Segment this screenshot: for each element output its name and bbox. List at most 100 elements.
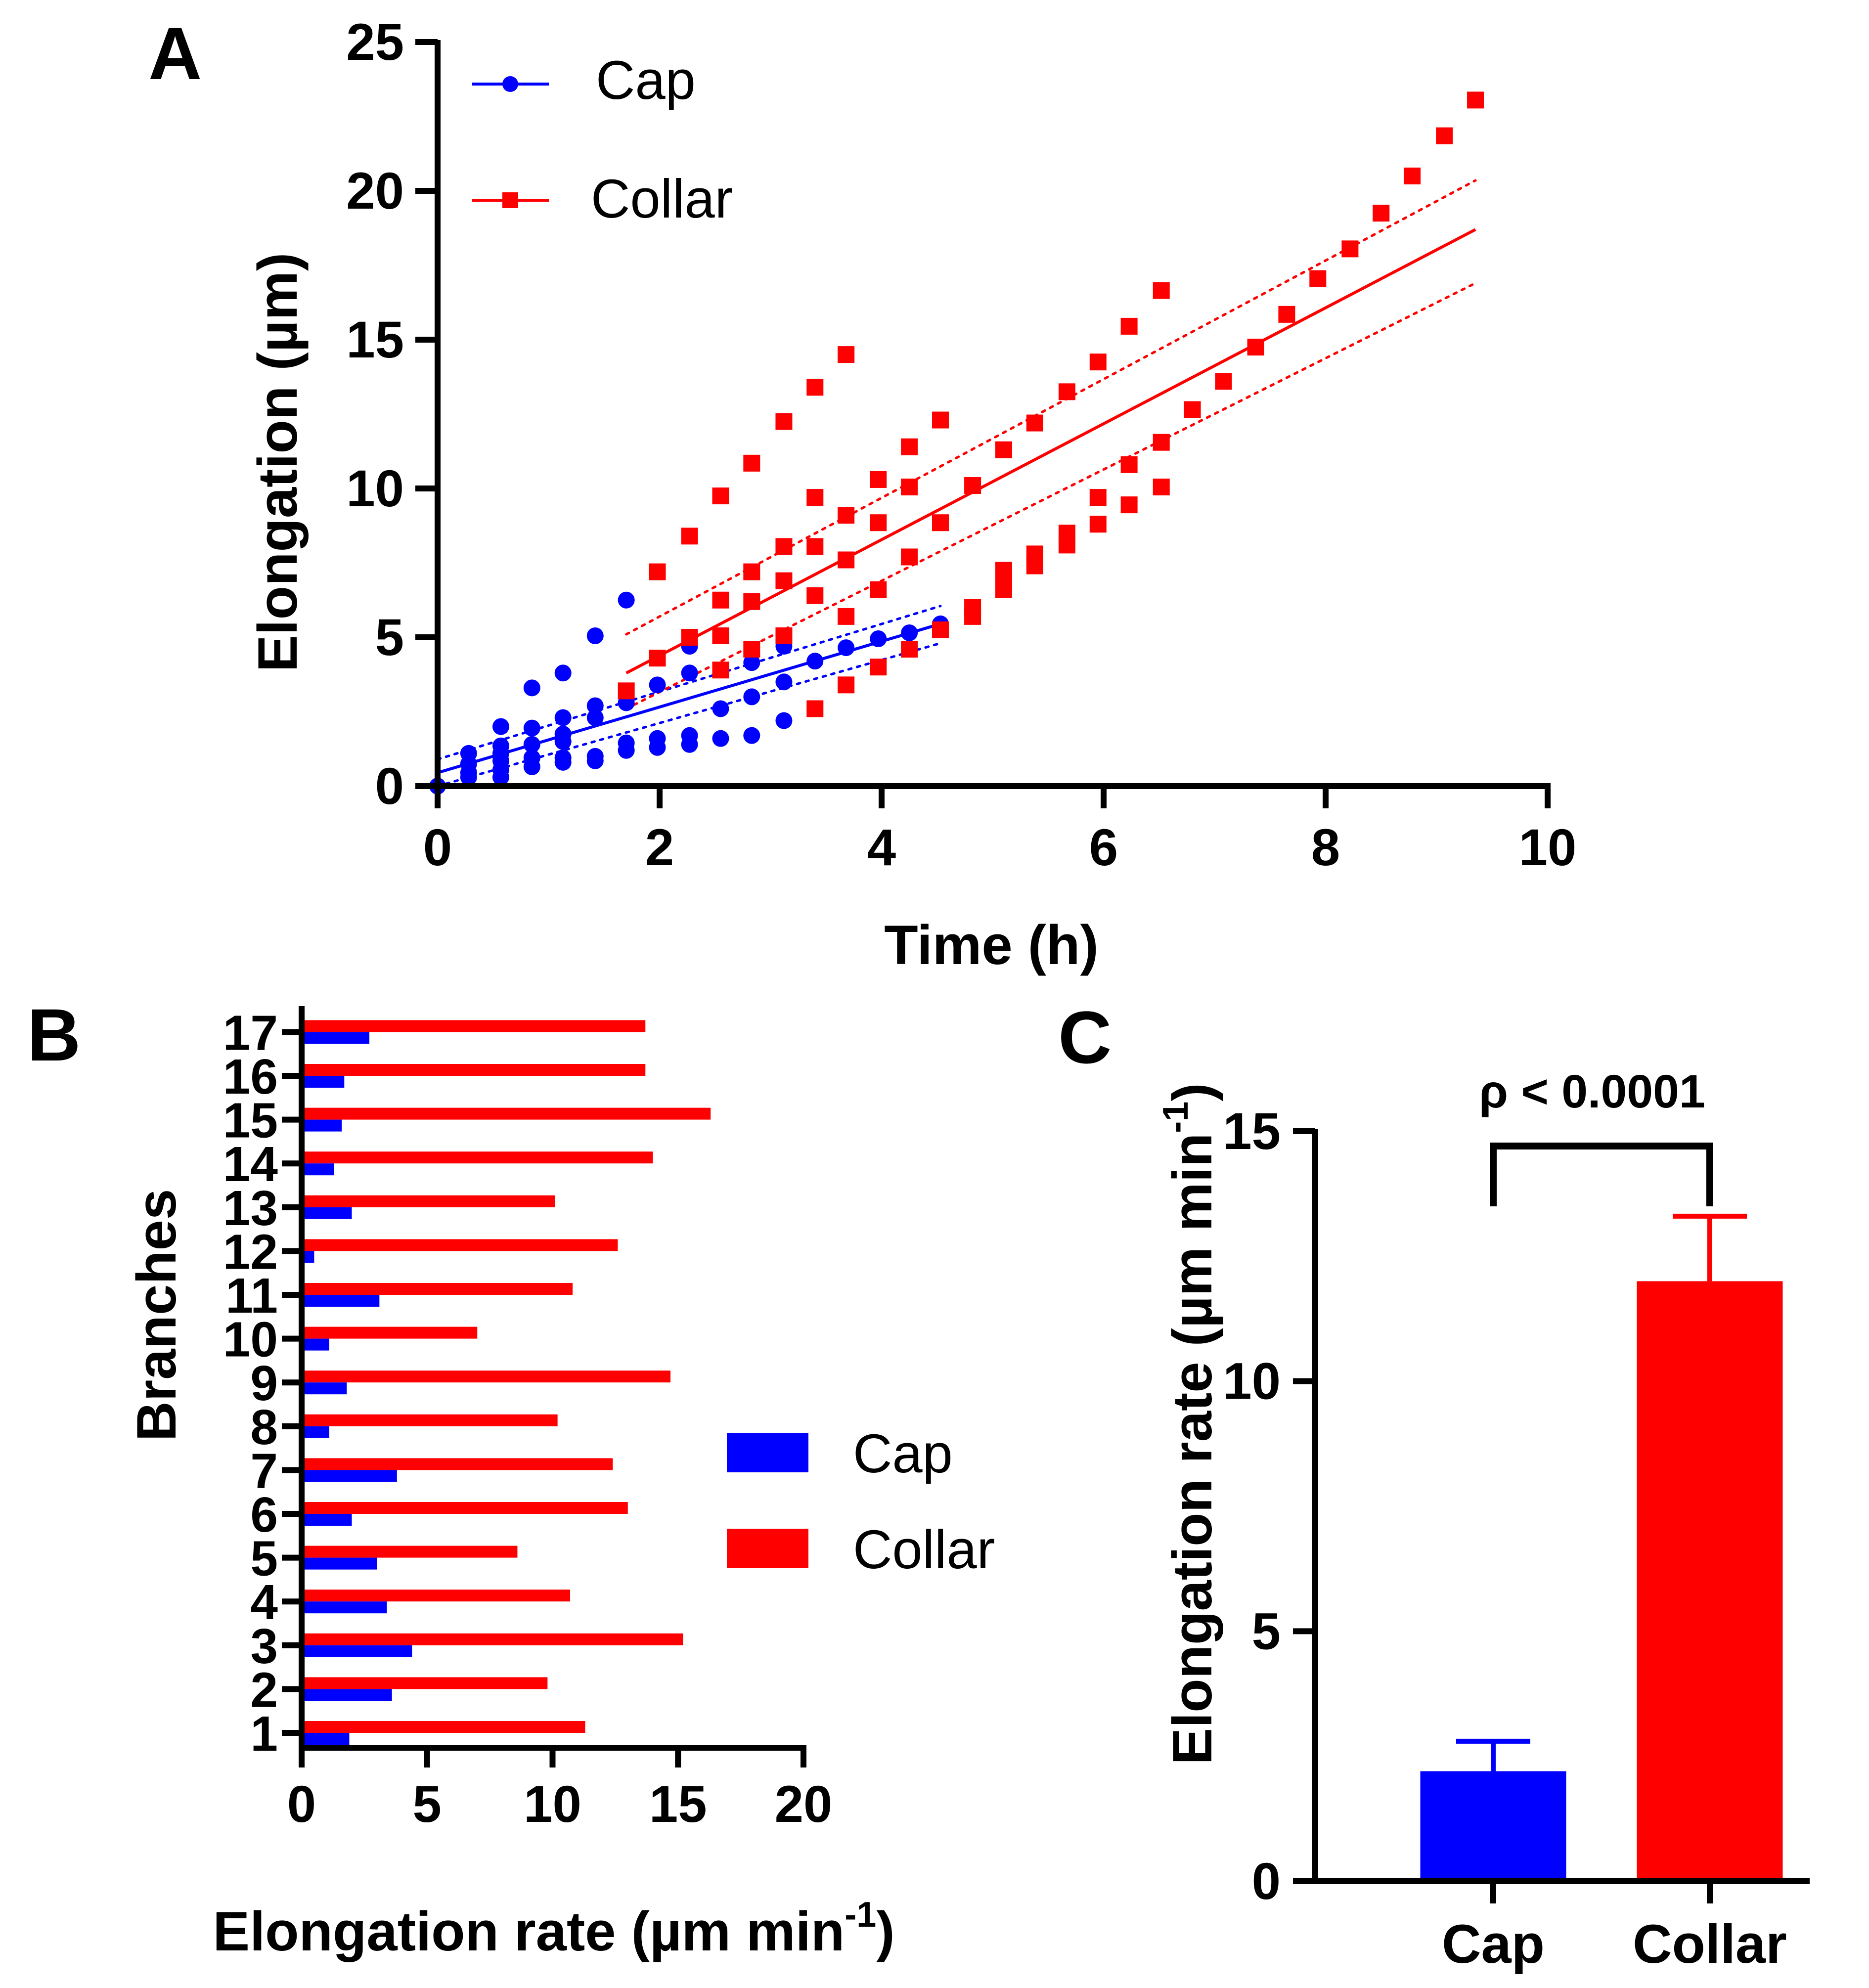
panel-a-collar-point	[901, 548, 918, 566]
panel-a-collar-point	[1153, 282, 1170, 299]
panel-a-cap-point	[681, 736, 698, 753]
panel-b-y-tick-label: 12	[223, 1224, 278, 1280]
panel-a-xlabel: Time (h)	[884, 914, 1099, 976]
panel-a-cap-point	[554, 733, 572, 750]
panel-a-collar-point	[649, 563, 666, 580]
panel-b-x-tick-label: 5	[413, 1775, 442, 1833]
panel-b-y-tick-label: 6	[250, 1487, 278, 1543]
panel-a-cap-point	[712, 700, 729, 717]
panel-b-y-tick-label: 5	[250, 1531, 278, 1587]
panel-b-collar-bar	[302, 1151, 653, 1164]
panel-b-y-tick-label: 16	[223, 1049, 278, 1104]
panel-b-collar-bar	[302, 1414, 558, 1426]
panel-a-cap-point	[901, 624, 918, 641]
panel-b-cap-bar	[302, 1733, 350, 1745]
panel-c-label: C	[1058, 996, 1112, 1079]
legend-b-collar-swatch	[727, 1529, 808, 1568]
panel-a-collar-point	[870, 514, 887, 531]
panel-c-x-tick-label: Collar	[1633, 1914, 1787, 1975]
panel-a-cap-point	[586, 627, 604, 644]
panel-a-collar-point	[838, 551, 855, 569]
panel-a-collar-point	[775, 413, 793, 430]
panel-b-cap-bar	[302, 1338, 329, 1351]
panel-a-collar-point	[870, 659, 887, 676]
panel-b-y-tick-label: 14	[223, 1137, 278, 1192]
panel-a-cap-point	[681, 664, 698, 682]
panel-a-cap-point	[870, 630, 887, 648]
panel-b-collar-bar	[302, 1590, 571, 1602]
panel-a-collar-point	[1309, 270, 1327, 287]
panel-a-collar-point	[649, 650, 666, 667]
significance-bracket	[1490, 1143, 1713, 1206]
panel-a-cap-point	[649, 739, 666, 756]
panel-a-collar-point	[1120, 496, 1138, 514]
panel-a-cap-point	[554, 664, 572, 682]
panel-a-cap-point	[806, 653, 824, 670]
panel-a-collar-point	[806, 489, 824, 506]
panel-a-y-tick-label: 25	[346, 13, 404, 71]
panel-a-cap-point	[743, 727, 760, 744]
panel-a-cap-point	[743, 688, 760, 706]
panel-c-ylabel-main: Elongation rate (µm min	[1161, 1133, 1223, 1765]
panel-a-collar-point	[775, 627, 793, 644]
legend-a-cap-label: Cap	[596, 50, 696, 111]
panel-a-cap-point	[586, 752, 604, 769]
panel-b-collar-bar	[302, 1239, 618, 1251]
panel-a-collar-point	[743, 454, 760, 472]
panel-a-collar-point	[1026, 557, 1043, 574]
panel-a-collar-point	[1404, 167, 1421, 184]
panel-a-collar-point	[901, 438, 918, 455]
panel-a-collar-point	[806, 379, 824, 396]
panel-b-cap-bar	[302, 1557, 377, 1570]
panel-a-collar-point	[681, 629, 698, 646]
legend-a-cap-marker	[502, 76, 518, 92]
panel-a-collar-point	[1278, 306, 1295, 323]
panel-a-collar-point	[1467, 91, 1484, 109]
panel-a-collar-point	[1026, 414, 1043, 432]
panel-c-ylabel-superscript: -1	[1156, 1102, 1196, 1133]
panel-c-y-tick-label: 0	[1252, 1853, 1281, 1910]
panel-a-collar-point	[870, 581, 887, 598]
panel-a-collar-point	[932, 621, 949, 638]
panel-b-xlabel: Elongation rate (µm min-1)	[213, 1895, 894, 1962]
panel-a-cap-point	[586, 697, 604, 714]
panel-c-x-tick-label: Cap	[1442, 1914, 1545, 1975]
panel-a-collar-point	[712, 662, 729, 679]
panel-b-collar-bar	[302, 1546, 518, 1558]
panel-b-legend: Cap Collar	[727, 1423, 995, 1580]
panel-b-y-tick-label: 3	[250, 1619, 278, 1674]
panel-b-xlabel-main: Elongation rate (µm min	[213, 1900, 845, 1962]
panel-a-cap-ci-upper	[436, 605, 942, 761]
panel-a-cap-point	[618, 591, 635, 609]
panel-a-collar-point	[1184, 401, 1201, 418]
panel-b-cap-bar	[302, 1032, 370, 1044]
panel-a-collar-point	[775, 538, 793, 555]
panel-b-y-tick-label: 10	[223, 1312, 278, 1368]
panel-a-cap-point	[460, 768, 477, 786]
panel-a-collar-point	[743, 593, 760, 610]
panel-a-collar-point	[1215, 373, 1232, 390]
panel-a-y-tick-label: 0	[375, 757, 404, 815]
panel-c-collar-bar	[1637, 1281, 1783, 1881]
panel-a-ylabel: Elongation (µm)	[247, 253, 309, 672]
panel-c-significance: ρ < 0.0001	[1479, 1065, 1713, 1206]
panel-a-collar-point	[838, 676, 855, 694]
panel-a-collar-point	[806, 700, 824, 717]
panel-a-fit-lines	[437, 228, 1476, 774]
panel-a-collar-point	[1058, 383, 1075, 400]
panel-b-x-tick-label: 10	[524, 1775, 581, 1833]
panel-a-cap-fit-line	[437, 622, 941, 774]
panel-b-collar-bar	[302, 1020, 646, 1032]
panel-a-x-tick-label: 4	[867, 819, 896, 877]
panel-a-data-points	[429, 91, 1484, 795]
panel-a-x-tick-label: 2	[645, 819, 674, 877]
panel-a-collar-point	[1247, 339, 1264, 356]
panel-a-collar-point	[775, 572, 793, 589]
panel-a-confidence-bands	[436, 179, 1477, 788]
panel-b-y-tick-label: 11	[225, 1268, 278, 1324]
panel-a-collar-point	[995, 581, 1012, 598]
panel-a-collar-point	[806, 587, 824, 604]
panel-a-cap-point	[775, 673, 793, 691]
panel-a-collar-point	[932, 411, 949, 429]
